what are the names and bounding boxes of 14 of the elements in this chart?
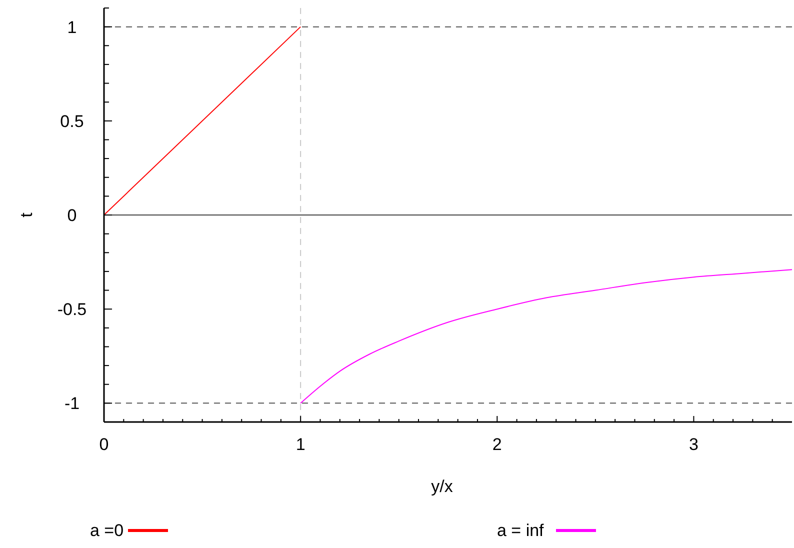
x-tick-label: 1	[296, 435, 306, 454]
legend-label: a =0	[90, 521, 124, 540]
y-tick-label: -0.5	[57, 300, 87, 320]
y-tick-label: 1	[67, 18, 77, 37]
x-tick-label: 0	[99, 435, 109, 454]
y-tick-label: -1	[64, 394, 80, 414]
x-tick-label: 3	[688, 435, 698, 454]
legend-label: a = inf	[497, 521, 544, 540]
x-tick-label: 2	[492, 435, 502, 454]
y-tick-label: 0.5	[60, 112, 84, 131]
line-series	[300, 269, 792, 404]
y-tick-label: 0	[67, 206, 77, 225]
x-axis-title: y/x	[431, 477, 454, 496]
y-axis-title: t	[17, 212, 36, 218]
